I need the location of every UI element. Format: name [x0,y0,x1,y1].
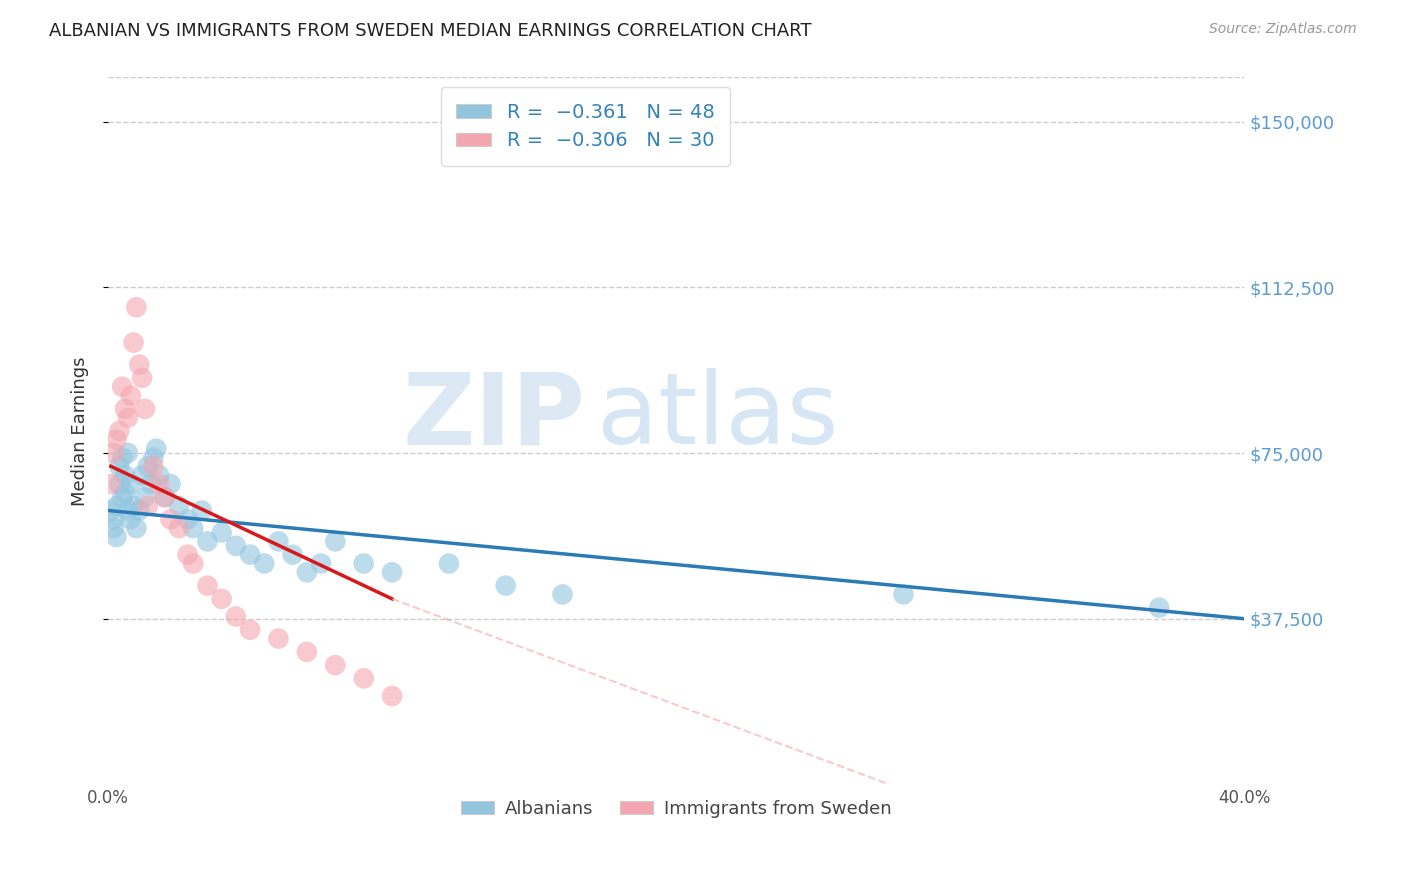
Point [551,587,574,601]
Text: atlas: atlas [596,368,838,466]
Point [267,632,290,646]
Point [211,591,233,606]
Point [1147,600,1170,615]
Point [323,534,346,549]
Point [153,490,176,504]
Point [253,557,276,571]
Point [225,609,247,624]
Point [267,534,290,549]
Legend: Albanians, Immigrants from Sweden: Albanians, Immigrants from Sweden [454,792,898,825]
Point [353,672,375,686]
Point [239,623,262,637]
Point [167,499,190,513]
Point [181,557,204,571]
Point [153,490,176,504]
Point [353,557,375,571]
Point [117,503,139,517]
Point [381,566,404,580]
Point [295,566,318,580]
Point [122,335,145,350]
Point [181,521,204,535]
Point [190,503,212,517]
Point [103,512,125,526]
Point [122,499,145,513]
Point [148,468,170,483]
Point [114,401,136,416]
Point [108,477,131,491]
Point [105,433,128,447]
Point [495,578,517,592]
Point [125,300,148,314]
Point [100,503,122,517]
Point [142,459,165,474]
Point [142,450,165,465]
Point [134,401,156,416]
Point [111,450,134,465]
Point [167,521,190,535]
Point [197,534,219,549]
Point [108,459,131,474]
Point [128,503,150,517]
Point [295,645,318,659]
Point [120,388,142,402]
Point [145,442,167,456]
Point [114,468,136,483]
Point [125,521,148,535]
Text: Source: ZipAtlas.com: Source: ZipAtlas.com [1209,22,1357,37]
Point [105,499,128,513]
Point [381,689,404,703]
Point [120,512,142,526]
Text: ALBANIAN VS IMMIGRANTS FROM SWEDEN MEDIAN EARNINGS CORRELATION CHART: ALBANIAN VS IMMIGRANTS FROM SWEDEN MEDIA… [49,22,811,40]
Text: ZIP: ZIP [402,368,585,466]
Point [176,512,198,526]
Point [134,490,156,504]
Point [893,587,915,601]
Point [139,477,162,491]
Point [103,446,125,460]
Point [148,477,170,491]
Point [211,525,233,540]
Point [309,557,332,571]
Point [136,459,159,474]
Point [103,521,125,535]
Point [176,548,198,562]
Point [128,358,150,372]
Point [159,477,181,491]
Point [111,490,134,504]
Point [131,371,153,385]
Point [136,499,159,513]
Point [239,548,262,562]
Point [111,380,134,394]
Point [281,548,304,562]
Point [108,424,131,438]
Point [114,485,136,500]
Point [159,512,181,526]
Point [105,530,128,544]
Y-axis label: Median Earnings: Median Earnings [72,356,89,506]
Point [131,468,153,483]
Point [197,578,219,592]
Point [323,658,346,673]
Point [117,446,139,460]
Point [117,410,139,425]
Point [100,477,122,491]
Point [225,539,247,553]
Point [120,477,142,491]
Point [437,557,460,571]
